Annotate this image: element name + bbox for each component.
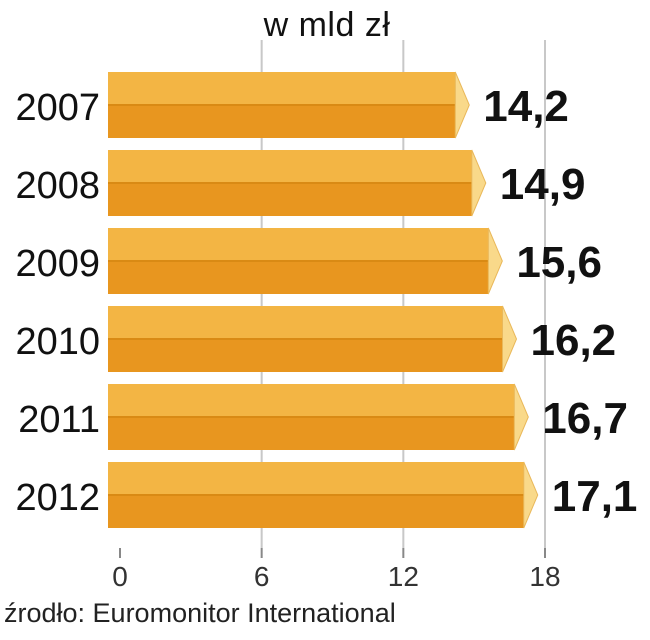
category-label: 2009 [15,243,100,285]
bar [108,339,503,372]
category-label: 2010 [15,321,100,363]
bar-top-face [108,462,524,495]
bar-end-cap [502,305,518,373]
bar-end-cap [487,227,503,295]
bar-end-cap [523,461,539,529]
data-label: 14,9 [500,160,586,209]
source-note: źrodło: Euromonitor International [4,598,396,628]
bar-top-face [108,150,472,183]
category-label: 2012 [15,477,100,519]
bar [108,183,472,216]
x-tick-label: 0 [112,561,128,592]
data-label: 14,2 [483,82,569,131]
bar-top-face [108,384,515,417]
bar [108,261,489,294]
bar-end-cap [513,383,529,451]
category-label: 2011 [18,399,100,441]
bar-top-face [108,306,503,339]
data-label: 16,7 [542,394,628,443]
bar-end-cap [454,71,470,139]
bar-end-cap [471,149,487,217]
unit-label: w mld zł [263,6,391,44]
category-label: 2007 [15,87,100,129]
bar-top-face [108,72,456,105]
category-label: 2008 [15,165,100,207]
x-tick-label: 12 [388,561,419,592]
bar [108,417,515,450]
data-label: 15,6 [516,238,602,287]
x-tick-label: 6 [254,561,270,592]
bar-top-face [108,228,489,261]
data-label: 16,2 [531,316,617,365]
data-label: 17,1 [552,472,638,521]
bar [108,105,456,138]
x-tick-label: 18 [529,561,560,592]
bar [108,495,524,528]
